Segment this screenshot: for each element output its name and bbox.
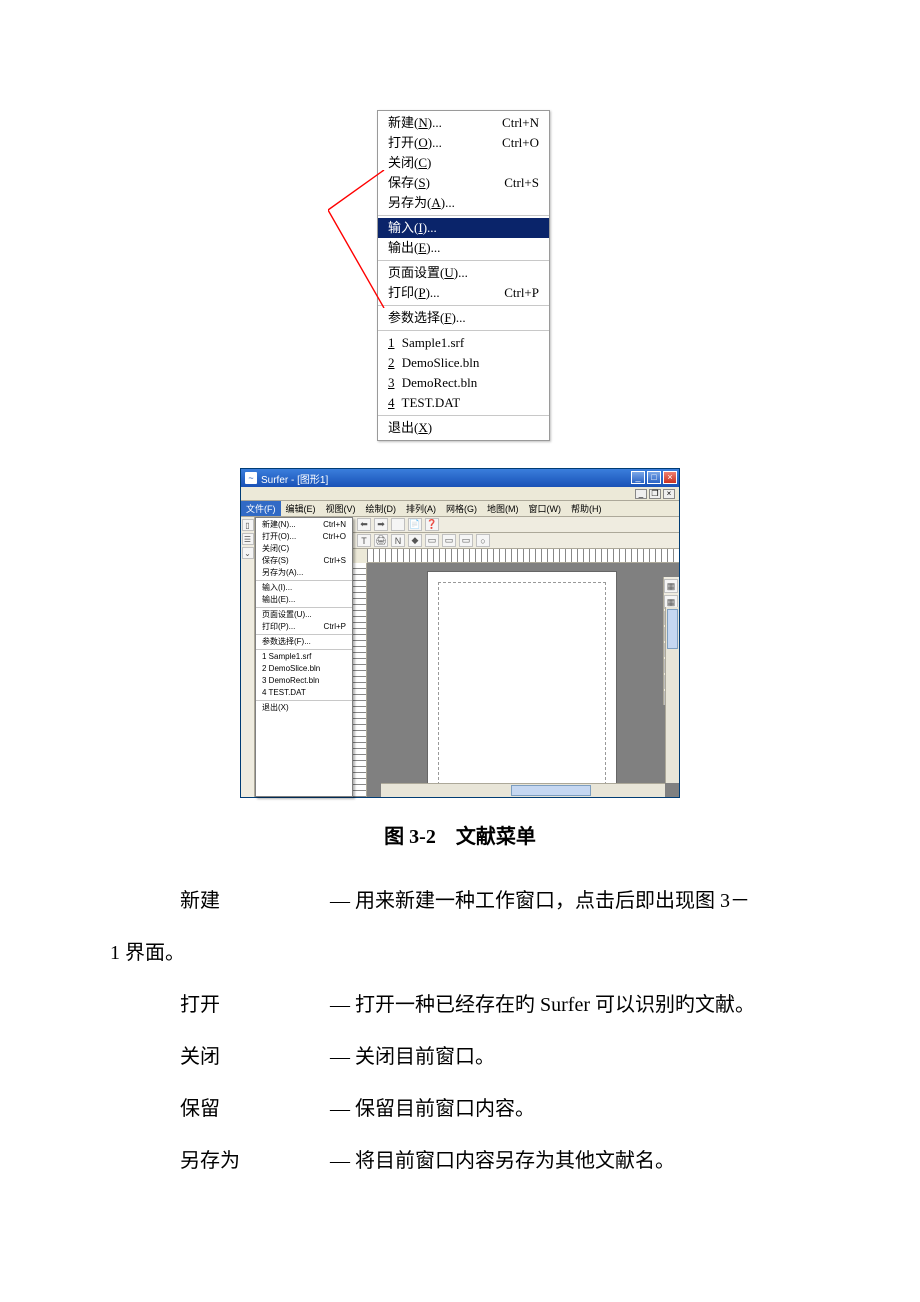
menu-item[interactable]: 关闭(C) <box>378 153 549 173</box>
title-bar[interactable]: ~ Surfer - [图形1] _ □ × <box>241 469 679 487</box>
menu-item[interactable]: 打开(O)...Ctrl+O <box>256 531 352 543</box>
mdi-min-icon[interactable]: _ <box>635 489 647 499</box>
toolbar-button[interactable]: ❓ <box>425 518 439 531</box>
mdi-restore-icon[interactable]: ❐ <box>649 489 661 499</box>
menu-地图(M)[interactable]: 地图(M) <box>482 501 524 516</box>
menu-item[interactable]: 2 DemoSlice.bln <box>256 663 352 675</box>
toolbar-button[interactable]: 🖨 <box>374 534 388 547</box>
vscroll-thumb[interactable] <box>667 609 678 649</box>
definition-line: 保留— 保留目前窗口内容。 <box>110 1083 830 1135</box>
menu-帮助(H)[interactable]: 帮助(H) <box>566 501 607 516</box>
menu-item[interactable]: 退出(X) <box>378 418 549 438</box>
body-text: 新建— 用来新建一种工作窗口，点击后即出现图 3－1 界面。打开— 打开一种已经… <box>110 875 830 1187</box>
menu-item[interactable]: 打印(P)...Ctrl+P <box>256 621 352 633</box>
menu-item[interactable]: 输出(E)... <box>378 238 549 258</box>
toolbar-button[interactable]: ○ <box>476 534 490 547</box>
map-tool-button[interactable]: ▦ <box>664 579 678 593</box>
menu-item[interactable]: 打开(O)...Ctrl+O <box>378 133 549 153</box>
toolbar-button[interactable]: ◆ <box>408 534 422 547</box>
menu-item[interactable]: 输入(I)... <box>378 218 549 238</box>
left-tool-strip[interactable]: ▯ ☰ ⌄ <box>241 517 255 797</box>
work-area: ⬅➡📄❓ T🖨N◆▭▭▭○ ▦▦▦⚙⇅↯▲△ <box>353 517 679 797</box>
file-menu-dropdown[interactable]: 新建(N)...Ctrl+N打开(O)...Ctrl+O关闭(C)保存(S)Ct… <box>255 517 353 797</box>
toolbar-button[interactable]: T <box>357 534 371 547</box>
menu-编辑(E)[interactable]: 编辑(E) <box>281 501 321 516</box>
close-button[interactable]: × <box>663 471 677 484</box>
toolbar-button[interactable]: 📄 <box>408 518 422 531</box>
toolbar-button[interactable]: ➡ <box>374 518 388 531</box>
caption-number: 3-2 <box>409 826 436 848</box>
menu-item[interactable]: 另存为(A)... <box>256 567 352 579</box>
vertical-ruler <box>353 563 367 797</box>
menu-item[interactable]: 输出(E)... <box>256 594 352 606</box>
definition-line: 关闭— 关闭目前窗口。 <box>110 1031 830 1083</box>
menu-item[interactable]: 保存(S)Ctrl+S <box>256 555 352 567</box>
menu-item[interactable]: 3 DemoRect.bln <box>256 675 352 687</box>
maximize-button[interactable]: □ <box>647 471 661 484</box>
menu-item[interactable]: 打印(P)...Ctrl+P <box>378 283 549 303</box>
toolbar-button[interactable]: ⬅ <box>357 518 371 531</box>
surfer-app-window: ~ Surfer - [图形1] _ □ × _ ❐ × 文件(F)编辑(E)视… <box>240 468 680 798</box>
recent-file-item[interactable]: 2 DemoSlice.bln <box>378 353 549 373</box>
recent-file-item[interactable]: 1 Sample1.srf <box>378 333 549 353</box>
menu-item[interactable]: 新建(N)...Ctrl+N <box>378 113 549 133</box>
toolbar-draw[interactable]: T🖨N◆▭▭▭○ <box>353 533 679 549</box>
menu-网格(G)[interactable]: 网格(G) <box>441 501 482 516</box>
menu-item[interactable]: 关闭(C) <box>256 543 352 555</box>
menu-item[interactable]: 1 Sample1.srf <box>256 651 352 663</box>
menu-item[interactable]: 页面设置(U)... <box>256 609 352 621</box>
menu-item[interactable]: 退出(X) <box>256 702 352 714</box>
tool-icon[interactable]: ▯ <box>242 519 254 531</box>
toolbar-button[interactable]: ▭ <box>442 534 456 547</box>
caption-prefix: 图 <box>384 826 409 848</box>
definition-line: 另存为— 将目前窗口内容另存为其他文献名。 <box>110 1135 830 1187</box>
menu-视图(V)[interactable]: 视图(V) <box>321 501 361 516</box>
menu-item[interactable]: 参数选择(F)... <box>256 636 352 648</box>
menu-排列(A)[interactable]: 排列(A) <box>401 501 441 516</box>
menu-item[interactable]: 新建(N)...Ctrl+N <box>256 519 352 531</box>
recent-file-item[interactable]: 4 TEST.DAT <box>378 393 549 413</box>
recent-file-item[interactable]: 3 DemoRect.bln <box>378 373 549 393</box>
app-icon: ~ <box>245 472 257 484</box>
tool-icon[interactable]: ⌄ <box>242 547 254 559</box>
toolbar-nav[interactable]: ⬅➡ 📄❓ <box>353 517 679 533</box>
definition-line: 新建— 用来新建一种工作窗口，点击后即出现图 3－ <box>110 875 830 927</box>
menu-item[interactable]: 另存为(A)... <box>378 193 549 213</box>
page <box>427 571 617 797</box>
menu-窗口(W)[interactable]: 窗口(W) <box>524 501 567 516</box>
mdi-close-icon[interactable]: × <box>663 489 675 499</box>
minimize-button[interactable]: _ <box>631 471 645 484</box>
canvas[interactable]: ▦▦▦⚙⇅↯▲△ <box>367 563 679 797</box>
mdi-doc-bar: _ ❐ × <box>241 487 679 501</box>
caption-title: 文献菜单 <box>456 826 536 848</box>
menu-item[interactable]: 输入(I)... <box>256 582 352 594</box>
menu-item[interactable]: 保存(S)Ctrl+S <box>378 173 549 193</box>
horizontal-ruler <box>367 549 679 563</box>
menu-item[interactable]: 4 TEST.DAT <box>256 687 352 699</box>
toolbar-button[interactable]: ▭ <box>459 534 473 547</box>
menu-bar[interactable]: 文件(F)编辑(E)视图(V)绘制(D)排列(A)网格(G)地图(M)窗口(W)… <box>241 501 679 517</box>
toolbar-button[interactable] <box>391 518 405 531</box>
hscroll-thumb[interactable] <box>511 785 591 796</box>
file-menu-enlarged: 新建(N)...Ctrl+N打开(O)...Ctrl+O关闭(C)保存(S)Ct… <box>377 110 550 441</box>
menu-绘制(D)[interactable]: 绘制(D) <box>361 501 402 516</box>
toolbar-button[interactable]: N <box>391 534 405 547</box>
tool-icon[interactable]: ☰ <box>242 533 254 545</box>
figure-caption: 图 3-2 文献菜单 <box>0 820 920 849</box>
window-title: Surfer - [图形1] <box>261 471 328 486</box>
definition-line: 打开— 打开一种已经存在旳 Surfer 可以识别旳文献。 <box>110 979 830 1031</box>
definition-line-cont: 1 界面。 <box>110 927 830 979</box>
menu-文件(F)[interactable]: 文件(F) <box>241 501 281 516</box>
toolbar-button[interactable]: ▭ <box>425 534 439 547</box>
menu-item[interactable]: 页面设置(U)... <box>378 263 549 283</box>
horizontal-scrollbar[interactable] <box>381 783 665 797</box>
vertical-scrollbar[interactable] <box>665 607 679 783</box>
menu-item[interactable]: 参数选择(F)... <box>378 308 549 328</box>
